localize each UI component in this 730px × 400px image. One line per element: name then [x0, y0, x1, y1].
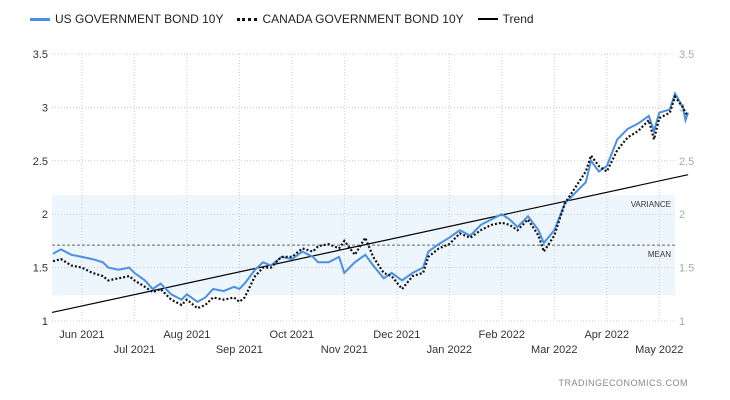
x-tick-label: Nov 2021: [321, 344, 368, 356]
x-tick-label: May 2022: [635, 344, 683, 356]
x-tick-label: Feb 2022: [479, 329, 525, 341]
y-tick-label-right: 2: [679, 209, 685, 221]
mean-label: MEAN: [648, 250, 671, 259]
x-tick-label: Aug 2021: [163, 329, 210, 341]
y-tick-label-right: 1: [679, 316, 685, 328]
legend-item-canada[interactable]: CANADA GOVERNMENT BOND 10Y: [237, 12, 464, 26]
x-tick-label: Dec 2021: [373, 329, 420, 341]
legend-item-trend[interactable]: Trend: [477, 12, 534, 26]
y-tick-label-left: 3.5: [33, 49, 48, 61]
x-tick-label: Mar 2022: [531, 344, 577, 356]
x-tick-label: Oct 2021: [270, 329, 315, 341]
legend-item-us[interactable]: US GOVERNMENT BOND 10Y: [30, 12, 223, 26]
y-tick-label-left: 2: [42, 209, 48, 221]
y-tick-label-left: 2.5: [33, 156, 48, 168]
x-tick-label: Jul 2021: [114, 344, 156, 356]
y-tick-label-left: 1: [42, 316, 48, 328]
legend-swatch-canada: [237, 17, 258, 21]
legend: US GOVERNMENT BOND 10Y CANADA GOVERNMENT…: [30, 12, 534, 26]
legend-label: CANADA GOVERNMENT BOND 10Y: [262, 12, 464, 26]
y-tick-label-left: 1.5: [33, 263, 48, 275]
legend-swatch-us: [30, 17, 50, 21]
y-tick-label-right: 1.5: [679, 263, 694, 275]
canada-bond-line: [52, 94, 689, 310]
legend-label: US GOVERNMENT BOND 10Y: [55, 12, 224, 26]
y-tick-label-right: 3: [679, 102, 685, 114]
y-tick-label-right: 3.5: [679, 49, 694, 61]
variance-label: VARIANCE: [631, 200, 671, 209]
y-tick-label-left: 3: [42, 102, 48, 114]
y-tick-label-right: 2.5: [679, 156, 694, 168]
x-tick-label: Sep 2021: [216, 344, 263, 356]
x-tick-label: Jan 2022: [427, 344, 472, 356]
x-tick-label: Apr 2022: [584, 329, 629, 341]
us-bond-line: [52, 91, 690, 303]
credit: TRADINGECONOMICS.COM: [558, 378, 688, 388]
x-tick-label: Jun 2021: [59, 329, 104, 341]
legend-label: Trend: [502, 12, 534, 26]
legend-swatch-trend: [477, 18, 498, 20]
